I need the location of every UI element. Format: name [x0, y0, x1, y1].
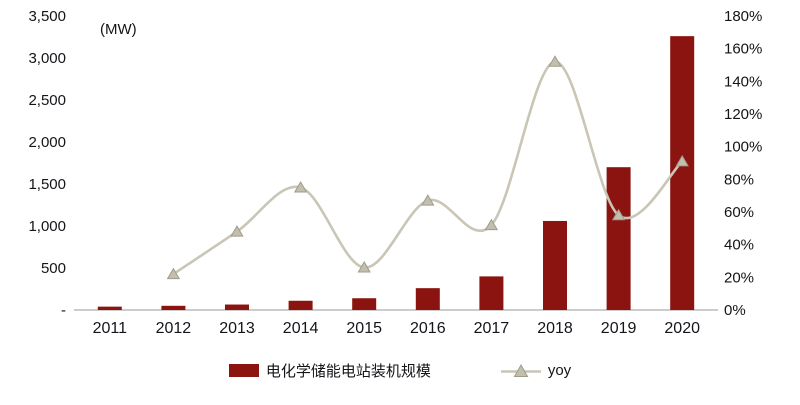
bar-swatch — [228, 364, 259, 377]
legend-yoy-label: yoy — [547, 362, 572, 379]
right-tick-1: 20% — [724, 269, 754, 286]
legend: 电化学储能电站装机规模 yoy — [0, 360, 800, 381]
bar-2019 — [606, 167, 631, 310]
bar-2013 — [225, 304, 249, 310]
x-tick-2011: 2011 — [93, 320, 128, 337]
x-tick-2020: 2020 — [664, 320, 700, 337]
left-tick-6: 3,000 — [28, 50, 66, 67]
unit-label: (MW) — [100, 21, 137, 38]
right-tick-5: 100% — [724, 139, 762, 156]
right-tick-2: 40% — [724, 237, 754, 254]
right-tick-3: 60% — [724, 204, 754, 221]
bar-2018 — [543, 220, 567, 310]
bar-2011 — [97, 306, 122, 310]
line-marker-swatch — [500, 363, 541, 377]
right-tick-4: 80% — [724, 171, 754, 188]
yoy-marker-2017 — [484, 218, 499, 231]
yoy-marker-2018 — [548, 55, 562, 67]
chart-canvas: - 500 1,000 1,500 2,000 2,500 3,000 3,500 0% 20% 4… — [28, 8, 762, 337]
x-tick-2017: 2017 — [474, 320, 510, 337]
yoy-marker-2020 — [675, 154, 689, 167]
legend-item-capacity: 电化学储能电站装机规模 — [228, 360, 431, 381]
x-tick-2015: 2015 — [346, 320, 382, 337]
left-tick-0: - — [61, 302, 66, 319]
right-tick-7: 140% — [724, 73, 762, 90]
x-tick-2014: 2014 — [283, 320, 319, 337]
bar-2017 — [479, 276, 504, 310]
x-tick-2012: 2012 — [156, 320, 192, 337]
yoy-marker-2014 — [293, 181, 308, 193]
yoy-marker-2019 — [611, 208, 626, 221]
yoy-marker-2012 — [166, 267, 181, 280]
yoy-marker-2016 — [421, 194, 435, 206]
x-tick-2016: 2016 — [410, 320, 446, 337]
right-tick-8: 160% — [724, 41, 762, 58]
legend-item-yoy: yoy — [500, 362, 572, 379]
yoy-marker-2015 — [357, 261, 371, 273]
x-tick-2018: 2018 — [537, 320, 573, 337]
legend-capacity-label: 电化学储能电站装机规模 — [265, 363, 431, 380]
x-tick-2019: 2019 — [601, 320, 637, 337]
bar-2016 — [415, 288, 440, 310]
yoy-marker-2013 — [230, 225, 244, 237]
left-tick-1: 500 — [41, 260, 66, 277]
left-tick-2: 1,000 — [28, 218, 66, 235]
right-tick-0: 0% — [724, 302, 746, 319]
left-tick-3: 1,500 — [28, 176, 66, 193]
left-tick-5: 2,500 — [28, 92, 66, 109]
yoy-line — [172, 60, 684, 276]
bar-2014 — [288, 300, 313, 310]
bar-2015 — [352, 298, 377, 310]
right-tick-6: 120% — [724, 106, 762, 123]
bar-2012 — [161, 305, 186, 310]
left-tick-7: 3,500 — [28, 8, 66, 25]
left-tick-4: 2,000 — [28, 134, 66, 151]
x-tick-2013: 2013 — [219, 320, 255, 337]
right-tick-9: 180% — [724, 8, 762, 25]
